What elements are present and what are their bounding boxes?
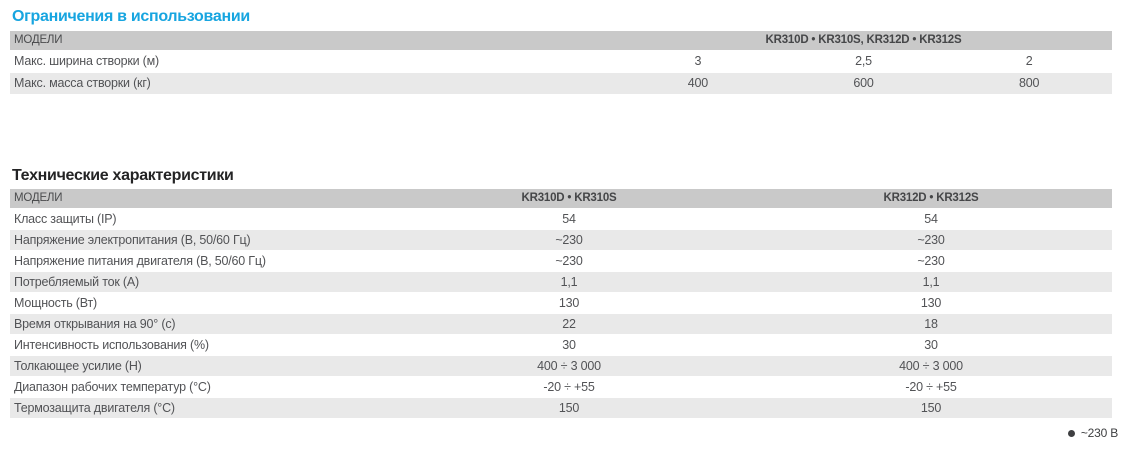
spec-value: 18 (924, 317, 938, 331)
spec-values: 400 ÷ 3 000 400 ÷ 3 000 (388, 356, 1112, 376)
technical-specs-table: МОДЕЛИ KR310D • KR310S KR312D • KR312S Клас… (10, 189, 1112, 418)
spec-value: 800 (1019, 76, 1040, 90)
spec-row: Класс защиты (IP) 54 54 (10, 209, 1112, 229)
spec-label: Интенсивность использования (%) (14, 338, 209, 352)
spec-values: 150 150 (388, 398, 1112, 418)
spec-label: Класс защиты (IP) (14, 212, 117, 226)
table-header-row: МОДЕЛИ KR310D • KR310S KR312D • KR312S (10, 189, 1112, 208)
spec-value: 130 (920, 296, 942, 310)
spec-label: Термозащита двигателя (°C) (14, 401, 175, 415)
spec-values: ~230 ~230 (388, 251, 1112, 271)
table-header-row: МОДЕЛИ KR310D • KR310S, KR312D • KR312S (10, 31, 1112, 50)
spec-label: Макс. ширина створки (м) (14, 54, 160, 68)
spec-value: 600 (853, 76, 874, 90)
spec-value: 400 (687, 76, 708, 90)
spec-value: 130 (558, 296, 580, 310)
header-models-label: МОДЕЛИ (14, 34, 63, 46)
spec-value: 22 (562, 317, 576, 331)
spec-value: ~230 (555, 254, 583, 268)
spec-values: 54 54 (388, 209, 1112, 229)
spec-value: 400 ÷ 3 000 (899, 359, 963, 373)
usage-limits-table: МОДЕЛИ KR310D • KR310S, KR312D • KR312S Ма… (10, 31, 1112, 94)
section-title-technical-specs: Технические характеристики (12, 167, 234, 184)
spec-label: Напряжение электропитания (В, 50/60 Гц) (14, 233, 251, 247)
footnote-label: ~230 В (1080, 426, 1118, 440)
spec-values: 22 18 (388, 314, 1112, 334)
spec-value: ~230 (555, 233, 583, 247)
spec-label: Мощность (Вт) (14, 296, 97, 310)
spec-label: Напряжение питания двигателя (В, 50/60 Г… (14, 254, 266, 268)
spec-row: Напряжение электропитания (В, 50/60 Гц) ~… (10, 230, 1112, 250)
model-column-header: KR312D • KR312S (883, 192, 979, 204)
spec-value: 3 (694, 54, 702, 68)
spec-value: ~230 (917, 254, 945, 268)
spec-row: Мощность (Вт) 130 130 (10, 293, 1112, 313)
spec-value: 1,1 (922, 275, 940, 289)
spec-value: 400 ÷ 3 000 (537, 359, 601, 373)
spec-values: 3 2,5 2 (615, 51, 1112, 72)
spec-values: 130 130 (388, 293, 1112, 313)
spec-value: ~230 (917, 233, 945, 247)
header-model-columns: KR310D • KR310S, KR312D • KR312S (615, 31, 1112, 50)
spec-value: 1,1 (560, 275, 578, 289)
spec-value: 30 (924, 338, 938, 352)
spec-value: 150 (920, 401, 942, 415)
spec-row: Время открывания на 90° (с) 22 18 (10, 314, 1112, 334)
spec-label: Макс. масса створки (кг) (14, 76, 151, 90)
section-title-usage-limits: Ограничения в использовании (12, 8, 250, 25)
spec-value: -20 ÷ +55 (905, 380, 957, 394)
spec-values: 1,1 1,1 (388, 272, 1112, 292)
spec-value: 2,5 (855, 54, 872, 68)
footnote: ~230 В (10, 426, 1118, 440)
spec-value: -20 ÷ +55 (543, 380, 595, 394)
spec-row: Толкающее усилие (Н) 400 ÷ 3 000 400 ÷ 3 0… (10, 356, 1112, 376)
spec-row: Макс. масса створки (кг) 400 600 800 (10, 73, 1112, 94)
header-model-columns: KR310D • KR310S KR312D • KR312S (388, 189, 1112, 208)
spec-value: 30 (562, 338, 576, 352)
spec-row: Макс. ширина створки (м) 3 2,5 2 (10, 51, 1112, 72)
spec-values: 30 30 (388, 335, 1112, 355)
spec-label: Толкающее усилие (Н) (14, 359, 142, 373)
header-models-label: МОДЕЛИ (14, 192, 63, 204)
spec-value: 150 (558, 401, 580, 415)
bullet-icon (1067, 429, 1075, 437)
spec-value: 2 (1025, 54, 1033, 68)
spec-value: 54 (562, 212, 576, 226)
spec-row: Потребляемый ток (А) 1,1 1,1 (10, 272, 1112, 292)
model-column-header: KR310D • KR310S (521, 192, 617, 204)
spec-values: -20 ÷ +55 -20 ÷ +55 (388, 377, 1112, 397)
spec-label: Диапазон рабочих температур (°C) (14, 380, 211, 394)
spec-row: Термозащита двигателя (°C) 150 150 (10, 398, 1112, 418)
spec-values: ~230 ~230 (388, 230, 1112, 250)
spec-row: Интенсивность использования (%) 30 30 (10, 335, 1112, 355)
spec-label: Время открывания на 90° (с) (14, 317, 176, 331)
spec-value: 54 (924, 212, 938, 226)
spec-values: 400 600 800 (615, 73, 1112, 94)
spec-label: Потребляемый ток (А) (14, 275, 139, 289)
spec-row: Напряжение питания двигателя (В, 50/60 Г… (10, 251, 1112, 271)
model-column-header: KR310D • KR310S, KR312D • KR312S (765, 34, 962, 46)
spec-row: Диапазон рабочих температур (°C) -20 ÷ +5… (10, 377, 1112, 397)
